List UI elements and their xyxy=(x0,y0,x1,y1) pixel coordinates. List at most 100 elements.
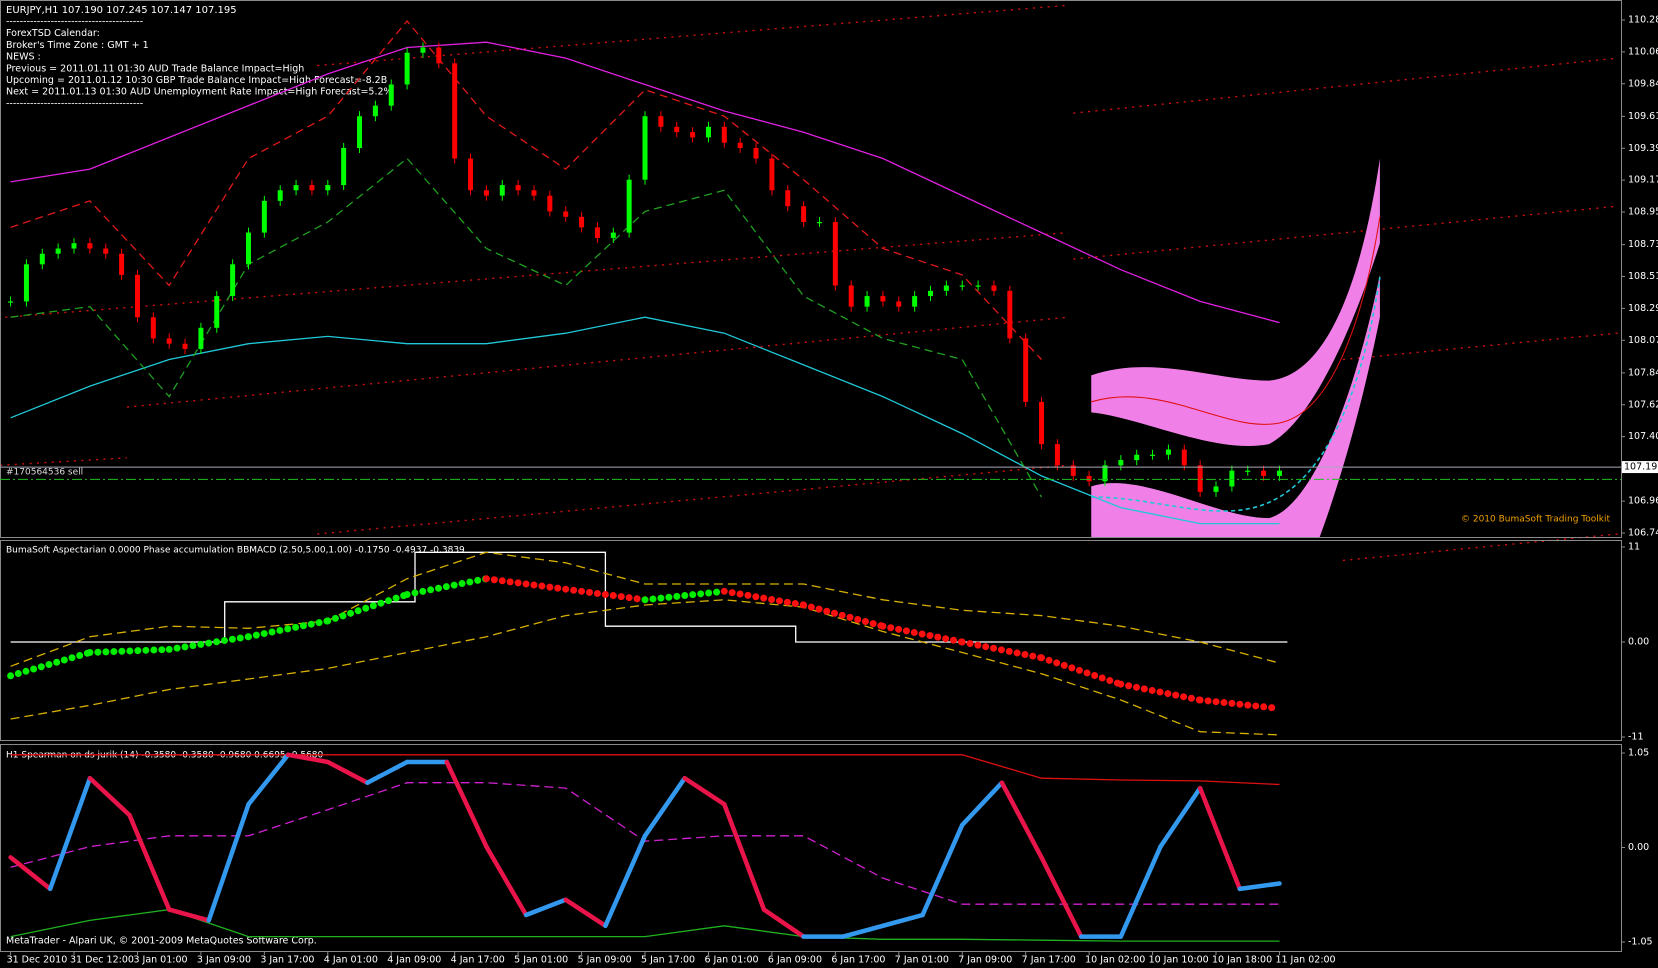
spearman-line xyxy=(325,759,370,785)
y-tick-label: -1.05 xyxy=(1628,937,1653,948)
spearman-line xyxy=(127,812,172,912)
indicator-line xyxy=(10,41,1280,324)
footer: MetaTrader - Alpari UK, © 2001-2009 Meta… xyxy=(6,936,317,947)
time-label: 6 Jan 01:00 xyxy=(704,955,758,966)
current-price-label: 107.195 xyxy=(1624,462,1658,473)
time-label: 5 Jan 09:00 xyxy=(578,955,632,966)
candle xyxy=(71,243,77,249)
candle xyxy=(1007,290,1013,339)
macd-dots xyxy=(324,591,411,625)
y-tick-label: 108.955 xyxy=(1628,207,1658,218)
channel-line xyxy=(5,231,1069,318)
spearman-line xyxy=(722,802,767,912)
axis: 11 0.00 -11 xyxy=(1621,542,1649,743)
macd-dots xyxy=(720,587,808,609)
time-label: 10 Jan 18:00 xyxy=(1212,955,1272,966)
candle xyxy=(975,285,981,287)
candle xyxy=(753,147,759,159)
candle xyxy=(357,116,363,148)
time-label: 6 Jan 09:00 xyxy=(768,955,822,966)
projection-line xyxy=(1091,276,1381,512)
time-label: 7 Jan 01:00 xyxy=(895,955,949,966)
candle xyxy=(372,105,378,117)
candle xyxy=(87,243,93,249)
y-tick-label: 108.730 xyxy=(1628,239,1658,250)
spearman-line xyxy=(47,775,93,892)
spearman-line xyxy=(8,855,53,892)
time-label: 4 Jan 01:00 xyxy=(324,955,378,966)
macd-dots xyxy=(1038,654,1125,688)
news-line: ---------------------------------------- xyxy=(6,98,143,109)
candle xyxy=(198,327,204,349)
candle xyxy=(547,195,553,212)
channel-line xyxy=(1342,533,1618,562)
y-tick-label: 11 xyxy=(1628,542,1640,553)
candle xyxy=(896,301,902,307)
y-tick-label: 110.060 xyxy=(1628,46,1658,57)
spearman-line xyxy=(87,775,132,818)
y-tick-label: 106.960 xyxy=(1628,496,1658,507)
time-label: 31 Dec 2010 xyxy=(7,955,68,966)
candle xyxy=(721,126,727,143)
spearman-line xyxy=(841,923,886,939)
y-tick-label: 109.615 xyxy=(1628,111,1658,122)
y-tick-label: -11 xyxy=(1628,732,1644,743)
candle xyxy=(1070,465,1076,476)
time-label: 3 Jan 01:00 xyxy=(133,955,187,966)
spearman-line xyxy=(603,833,648,929)
channel-line xyxy=(1342,332,1618,361)
candle xyxy=(705,126,711,138)
chart-header: EURJPY,H1 107.190 107.245 107.147 107.19… xyxy=(6,5,237,16)
spearman-line xyxy=(1118,844,1163,939)
time-label: 4 Jan 09:00 xyxy=(387,955,441,966)
macd-dots xyxy=(7,649,94,680)
spearman-line xyxy=(642,775,687,839)
candle xyxy=(1023,338,1029,402)
macd-dots xyxy=(482,575,570,593)
candle xyxy=(388,84,394,106)
time-label: 3 Jan 17:00 xyxy=(260,955,314,966)
projection-band xyxy=(1091,274,1380,538)
indicator-line xyxy=(10,316,1280,525)
candle xyxy=(674,126,680,133)
candle xyxy=(959,285,965,287)
spearman-line xyxy=(523,897,568,918)
y-tick-label: 0.00 xyxy=(1628,842,1649,853)
candle xyxy=(245,232,251,265)
indicator-line xyxy=(10,599,1280,736)
time-label: 31 Dec 12:00 xyxy=(70,955,134,966)
spearman-line xyxy=(246,752,291,807)
candle xyxy=(563,211,569,217)
macd-dots xyxy=(165,633,252,653)
macd-panel-frame xyxy=(0,540,1622,741)
candle xyxy=(1150,454,1156,456)
candle xyxy=(1165,449,1171,455)
y-tick-label: 108.290 xyxy=(1628,303,1658,314)
candle xyxy=(499,185,505,196)
candle xyxy=(832,222,838,286)
macd-dots xyxy=(562,585,649,604)
candle xyxy=(1134,454,1140,461)
news-line: ---------------------------------------- xyxy=(6,17,143,28)
candle xyxy=(690,132,696,138)
y-tick-label: 109.395 xyxy=(1628,143,1658,154)
candle xyxy=(214,296,220,328)
macd-dots xyxy=(403,575,490,598)
candle xyxy=(816,222,822,224)
y-tick-label: 108.510 xyxy=(1628,271,1658,282)
macd-dots xyxy=(86,645,173,656)
macd-dots xyxy=(800,601,887,630)
indicator-line xyxy=(10,19,1042,360)
y-tick-label: 1.05 xyxy=(1628,748,1649,759)
candle xyxy=(515,185,521,191)
candle xyxy=(1261,470,1267,476)
spearman-line xyxy=(682,775,727,807)
candle xyxy=(1229,470,1235,487)
candle xyxy=(1054,444,1060,466)
indicator-line xyxy=(10,908,1280,942)
macd-title: BumaSoft Aspectarian 0.0000 Phase accumu… xyxy=(6,546,465,556)
current-price-box xyxy=(1622,461,1658,474)
candle xyxy=(658,116,664,127)
